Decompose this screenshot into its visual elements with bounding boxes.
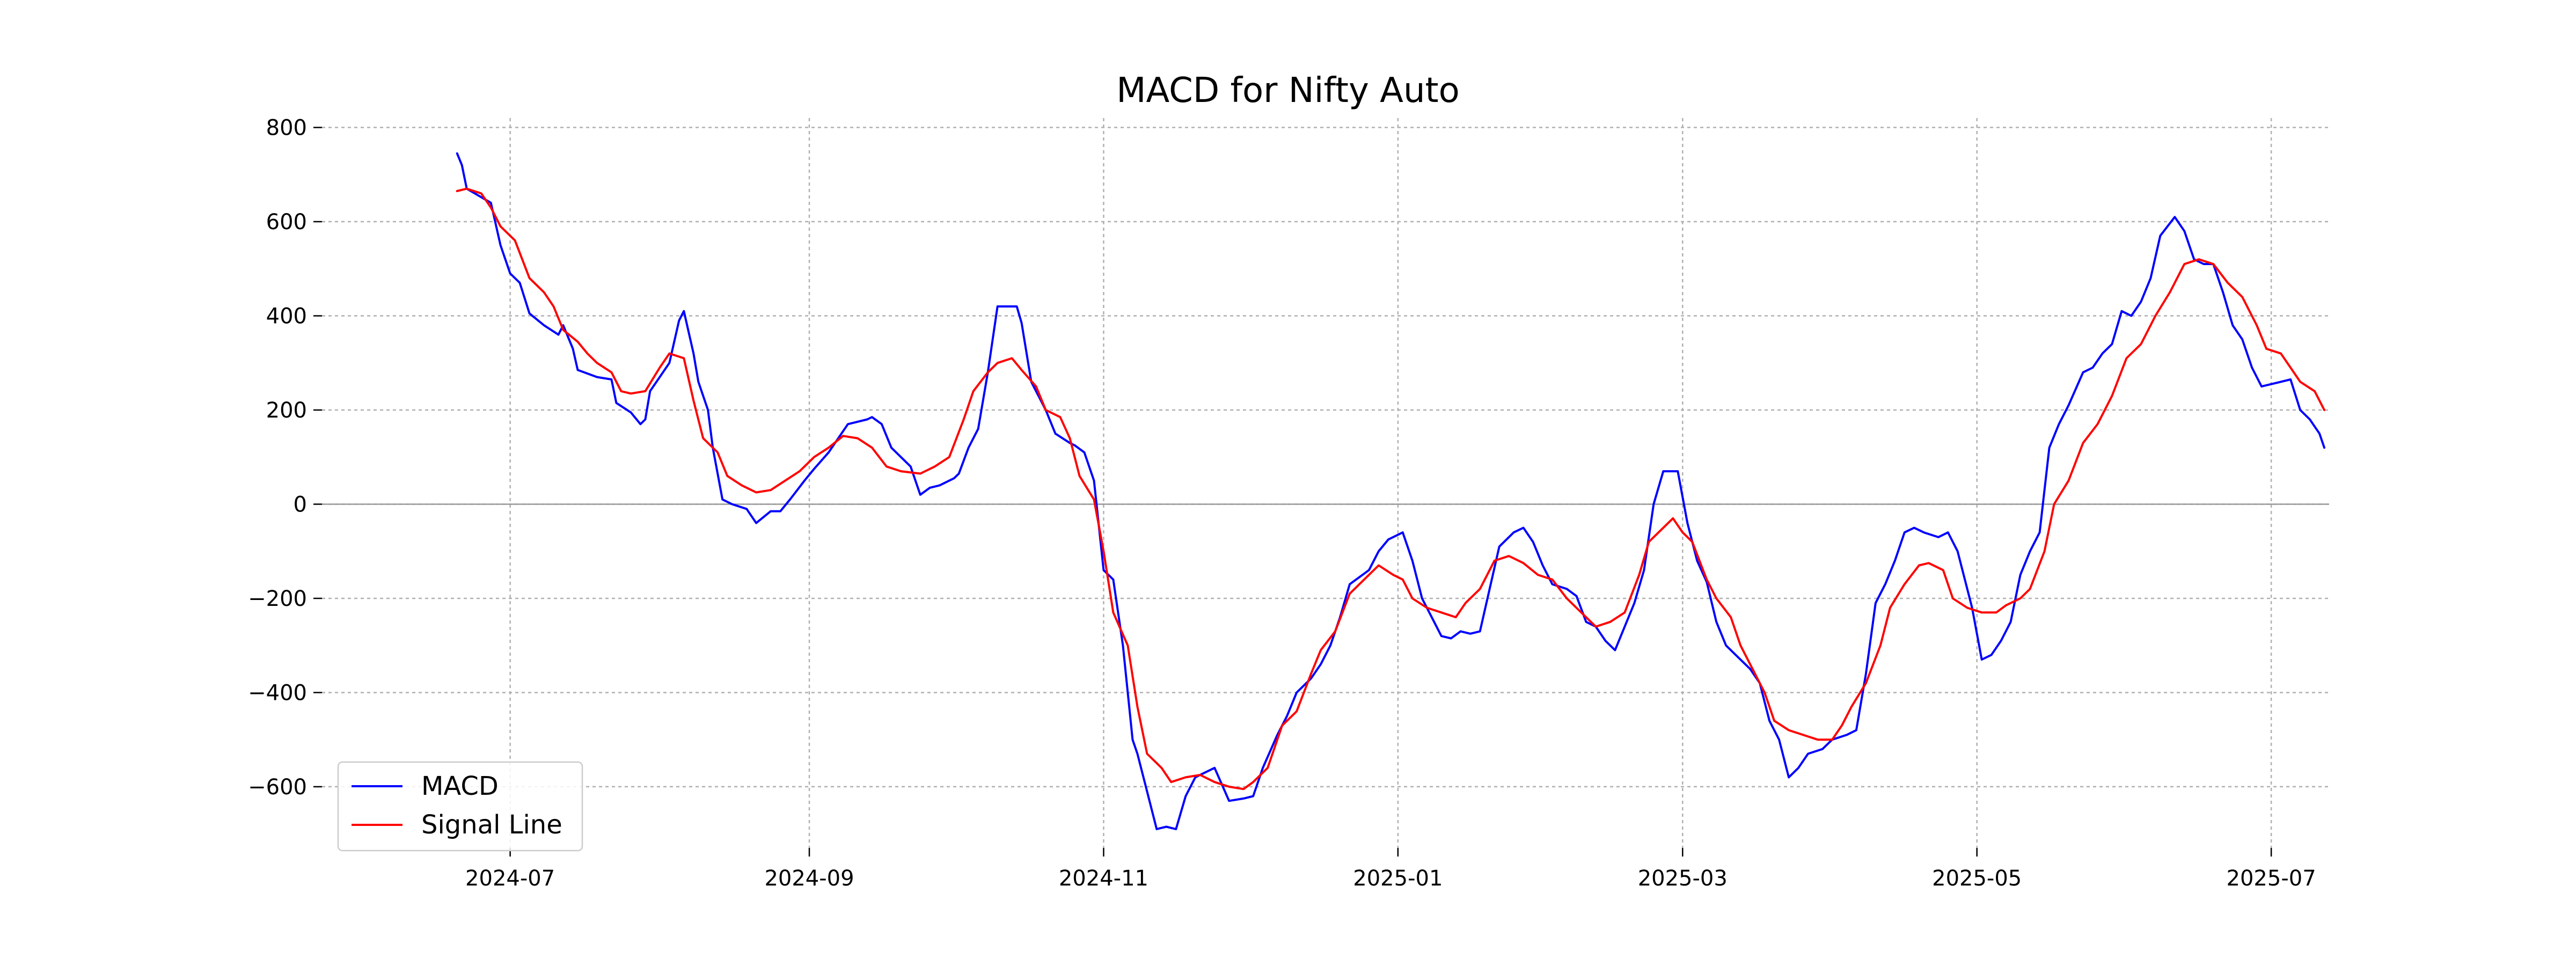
x-tick-label: 2024-11 <box>1059 866 1148 891</box>
x-tick-label: 2025-03 <box>1638 866 1728 891</box>
y-tick-label: 0 <box>294 492 307 517</box>
y-tick-label: 200 <box>266 398 307 423</box>
x-tick-label: 2024-07 <box>465 866 555 891</box>
chart-title: MACD for Nifty Auto <box>1116 71 1460 111</box>
y-tick-label: −600 <box>248 775 307 800</box>
y-tick-label: −200 <box>248 587 307 611</box>
legend-box <box>337 761 583 852</box>
y-tick-label: 800 <box>266 116 307 141</box>
y-tick-label: 600 <box>266 210 307 235</box>
x-tick-label: 2024-09 <box>764 866 854 891</box>
y-tick-label: −400 <box>248 680 307 705</box>
series-lines <box>456 152 2325 830</box>
x-tick-label: 2025-07 <box>2227 866 2316 891</box>
legend-label: Signal Line <box>421 810 562 840</box>
legend: MACD Signal Line <box>337 761 583 852</box>
x-tick-label: 2025-01 <box>1353 866 1443 891</box>
series-line-signal-line <box>456 187 2325 791</box>
series-line-macd <box>456 152 2325 830</box>
legend-label: MACD <box>421 771 499 801</box>
grid-lines <box>322 118 2329 848</box>
x-tick-label: 2025-05 <box>1932 866 2022 891</box>
axes: 800 600 400 200 0 −200 −400 −600 2024-07 2024-09 2… <box>248 116 2316 891</box>
y-tick-label: 400 <box>266 304 307 329</box>
